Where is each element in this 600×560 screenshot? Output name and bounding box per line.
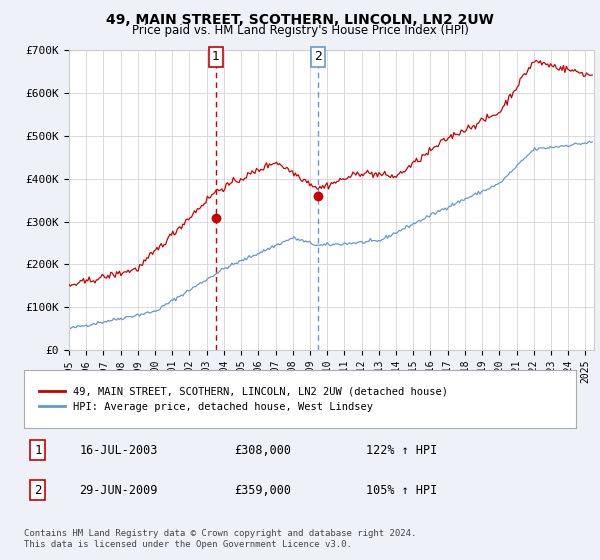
Text: 1: 1 (34, 444, 41, 456)
Text: 1: 1 (212, 50, 220, 63)
Text: 16-JUL-2003: 16-JUL-2003 (79, 444, 158, 456)
Text: £359,000: £359,000 (234, 484, 291, 497)
Legend: 49, MAIN STREET, SCOTHERN, LINCOLN, LN2 2UW (detached house), HPI: Average price: 49, MAIN STREET, SCOTHERN, LINCOLN, LN2 … (35, 382, 452, 416)
Text: Contains HM Land Registry data © Crown copyright and database right 2024.
This d: Contains HM Land Registry data © Crown c… (24, 529, 416, 549)
Text: £308,000: £308,000 (234, 444, 291, 456)
Text: 49, MAIN STREET, SCOTHERN, LINCOLN, LN2 2UW: 49, MAIN STREET, SCOTHERN, LINCOLN, LN2 … (106, 13, 494, 27)
Text: 2: 2 (314, 50, 322, 63)
Text: 2: 2 (34, 484, 41, 497)
Text: 122% ↑ HPI: 122% ↑ HPI (366, 444, 437, 456)
Text: 29-JUN-2009: 29-JUN-2009 (79, 484, 158, 497)
Text: Price paid vs. HM Land Registry's House Price Index (HPI): Price paid vs. HM Land Registry's House … (131, 24, 469, 37)
Text: 105% ↑ HPI: 105% ↑ HPI (366, 484, 437, 497)
